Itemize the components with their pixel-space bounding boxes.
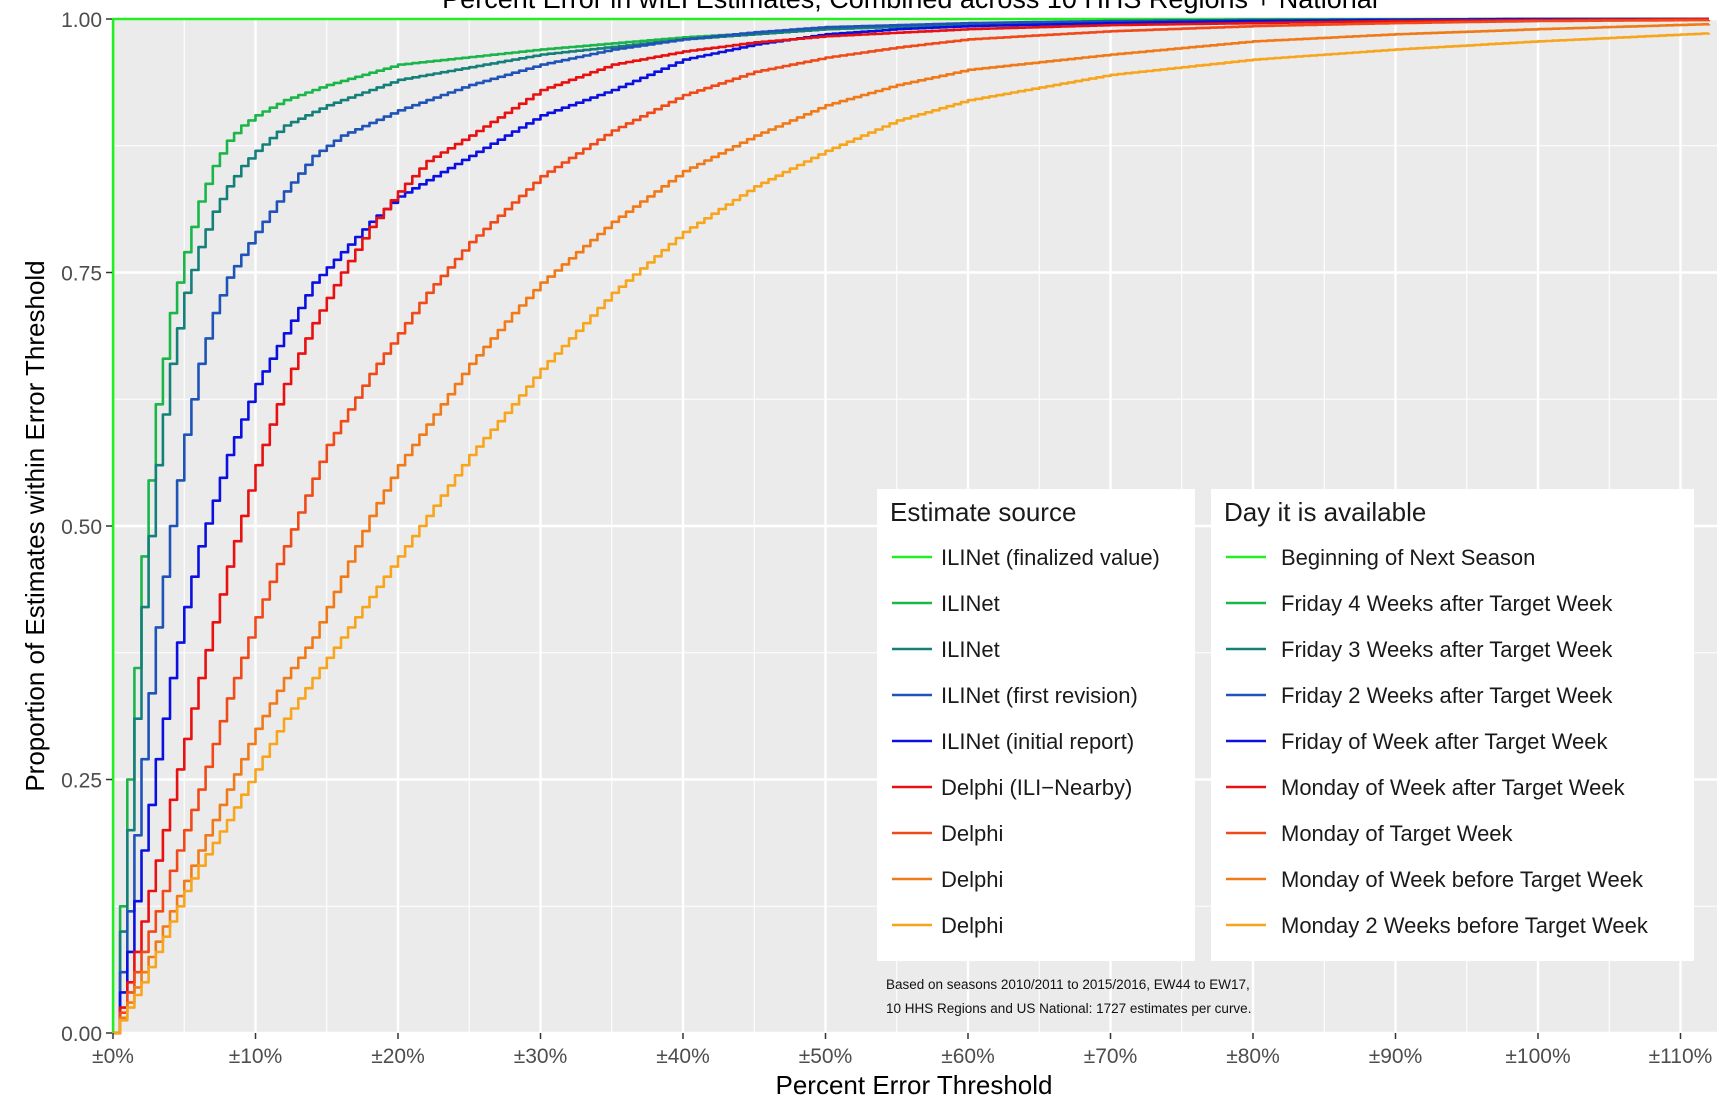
x-tick-label: ±10%: [229, 1045, 283, 1068]
legend-day-label: Friday of Week after Target Week: [1281, 729, 1608, 754]
legend-day-label: Friday 2 Weeks after Target Week: [1281, 683, 1613, 708]
legend-source-label: ILINet (first revision): [941, 683, 1138, 708]
series-line-8: [113, 23, 1711, 1035]
x-tick-label: ±60%: [941, 1045, 995, 1068]
x-tick-label: ±70%: [1084, 1045, 1138, 1068]
x-tick-label: ±50%: [799, 1045, 853, 1068]
series-line-6: [113, 17, 1709, 1035]
x-tick-label: ±80%: [1226, 1045, 1280, 1068]
x-tick-label: ±110%: [1649, 1045, 1713, 1068]
y-axis-ticks: 0.00 0.25 0.50 0.75 1.00: [61, 9, 112, 1046]
series-line-5: [113, 17, 1709, 1035]
x-tick-label: ±40%: [656, 1045, 710, 1068]
x-tick-label: ±100%: [1505, 1045, 1570, 1068]
series-line-7: [113, 18, 1711, 1035]
series-lines: [111, 17, 1711, 1035]
y-tick-label: 1.00: [61, 9, 102, 32]
chart-title: Percent Error in wILI Estimates, Combine…: [442, 0, 1378, 14]
legend-source-label: Delphi: [941, 821, 1003, 846]
x-tick-label: ±20%: [371, 1045, 425, 1068]
legend-day-label: Beginning of Next Season: [1281, 545, 1535, 570]
legend-day-label: Monday of Week before Target Week: [1281, 867, 1644, 892]
y-tick-label: 0.50: [61, 516, 102, 539]
y-tick-label: 0.75: [61, 263, 102, 286]
y-tick-label: 0.25: [61, 770, 102, 793]
legend-day-available: Day it is available Beginning of Next Se…: [1211, 489, 1694, 961]
legend-estimate-source: Estimate source ILINet (finalized value)…: [877, 489, 1195, 961]
series-line-9: [113, 32, 1711, 1035]
legend-day-label: Friday 4 Weeks after Target Week: [1281, 591, 1613, 616]
legend-source-label: ILINet: [941, 591, 1000, 616]
legend-day-label: Friday 3 Weeks after Target Week: [1281, 637, 1613, 662]
legend-source-label: ILINet (initial report): [941, 729, 1134, 754]
legend-box-source: [877, 489, 1195, 961]
legend-source-label: Delphi (ILI−Nearby): [941, 775, 1132, 800]
annotation-line-2: 10 HHS Regions and US National: 1727 est…: [886, 1001, 1251, 1016]
legend-source-label: ILINet: [941, 637, 1000, 662]
x-tick-label: ±90%: [1369, 1045, 1423, 1068]
x-axis-label: Percent Error Threshold: [776, 1070, 1053, 1100]
legend-day-label: Monday of Week after Target Week: [1281, 775, 1626, 800]
legend-title-source: Estimate source: [890, 497, 1076, 527]
legend-source-label: ILINet (finalized value): [941, 545, 1160, 570]
y-tick-label: 0.00: [61, 1023, 102, 1046]
x-tick-label: ±30%: [514, 1045, 568, 1068]
legend-box-day: [1211, 489, 1694, 961]
x-tick-label: ±0%: [92, 1045, 134, 1068]
legend-source-label: Delphi: [941, 867, 1003, 892]
x-axis-ticks: ±0% ±10% ±20% ±30% ±40% ±50% ±60% ±70% ±80% ±90% ±…: [92, 1033, 1712, 1068]
legend-day-label: Monday 2 Weeks before Target Week: [1281, 913, 1649, 938]
legend-source-label: Delphi: [941, 913, 1003, 938]
legend-day-label: Monday of Target Week: [1281, 821, 1514, 846]
legend-title-day: Day it is available: [1224, 497, 1426, 527]
y-axis-label: Proportion of Estimates within Error Thr…: [20, 260, 50, 791]
annotation-line-1: Based on seasons 2010/2011 to 2015/2016,…: [886, 977, 1250, 992]
